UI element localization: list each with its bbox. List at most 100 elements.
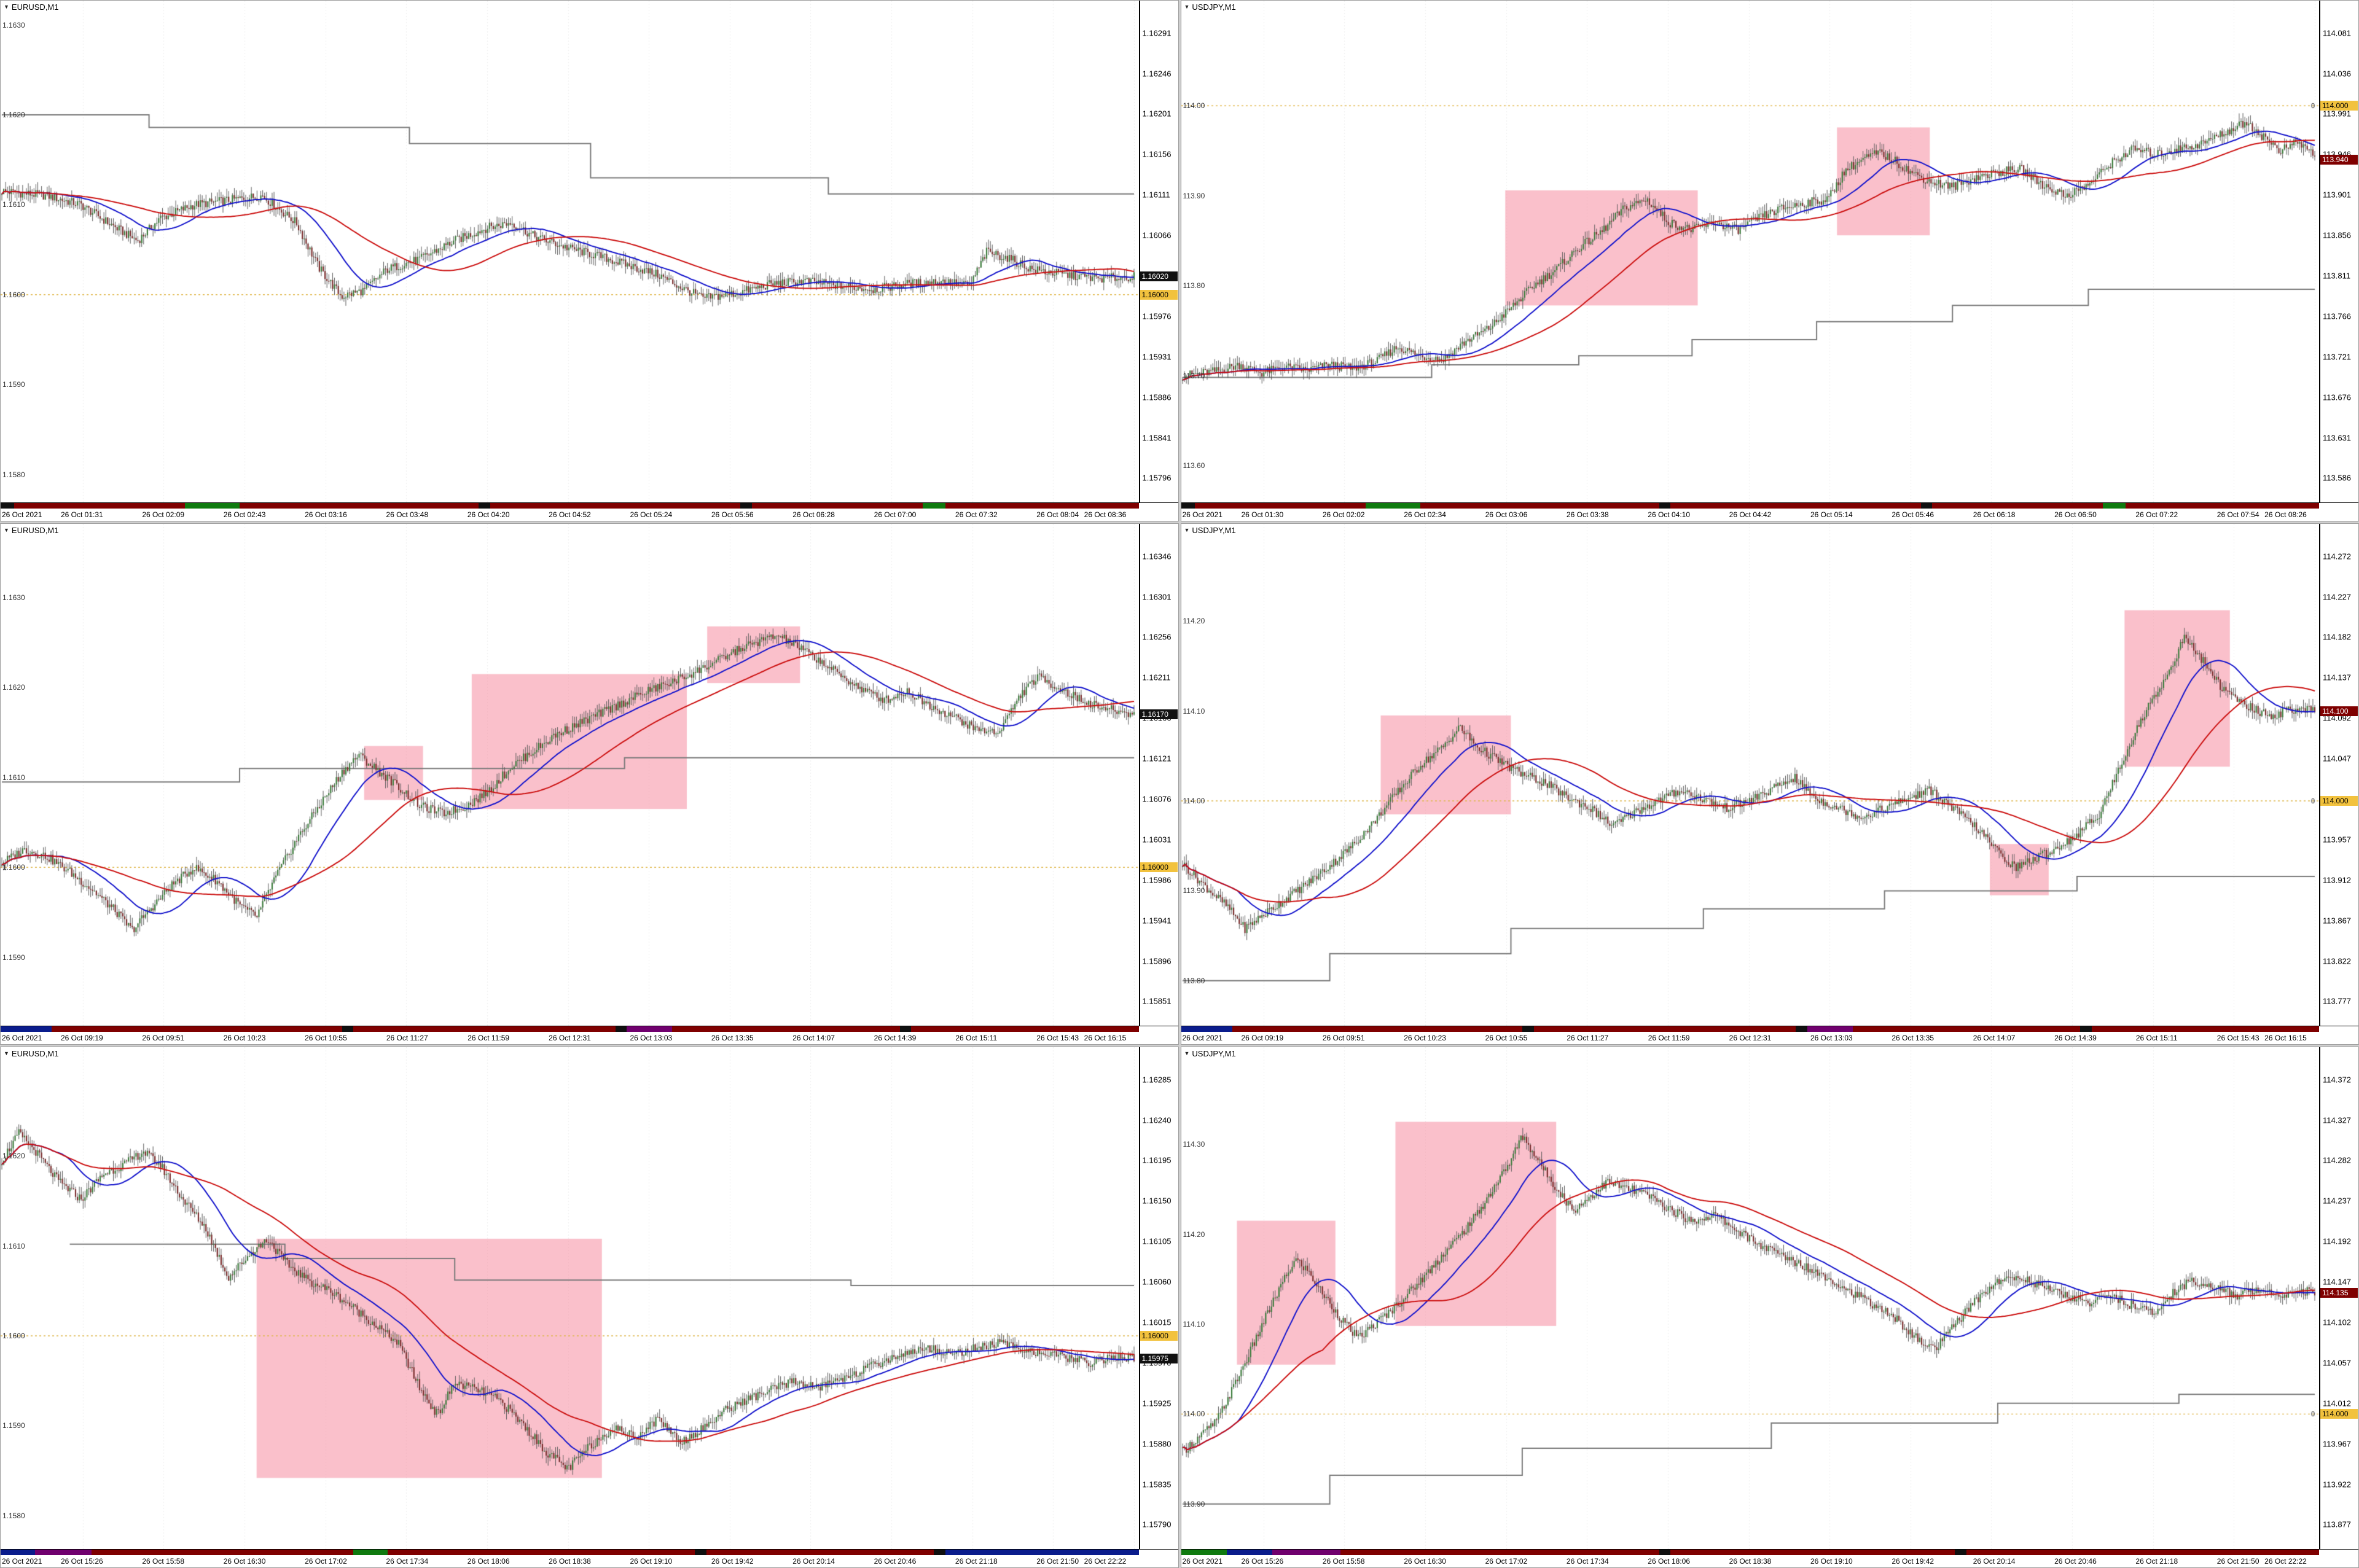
price-tick-label: 1.16285	[1142, 1075, 1172, 1085]
time-tick-label: 26 Oct 14:39	[874, 1034, 917, 1042]
current-price-tag: 1.16170	[1140, 709, 1178, 720]
price-tick-label: 1.16150	[1142, 1196, 1172, 1206]
dropdown-arrow-icon: ▼	[4, 527, 9, 533]
price-tick-label: 113.922	[2323, 1480, 2352, 1489]
candlestick-canvas[interactable]	[1, 524, 1139, 1026]
price-tick-label: 1.16201	[1142, 109, 1172, 119]
session-segment	[2091, 1026, 2320, 1032]
session-segment	[1533, 1026, 1796, 1032]
time-tick-label: 26 Oct 15:11	[2135, 1034, 2178, 1042]
session-segment	[1181, 1026, 1232, 1032]
session-strip	[1, 1026, 1139, 1032]
symbol-text: EURUSD,M1	[11, 526, 59, 535]
price-tick-label: 1.16211	[1142, 673, 1171, 682]
session-segment	[627, 1026, 673, 1032]
time-tick-label: 26 Oct 20:14	[1973, 1557, 2016, 1566]
session-strip-row	[1, 1026, 1178, 1032]
price-tick-label: 1.15880	[1142, 1439, 1172, 1449]
time-tick-label: 26 Oct 19:42	[711, 1557, 754, 1566]
session-segment	[34, 1550, 92, 1555]
time-tick-label: 26 Oct 01:30	[1241, 510, 1284, 519]
price-tick-label: 114.102	[2323, 1317, 2352, 1327]
time-tick-label: 26 Oct 05:24	[630, 510, 673, 519]
target-price-tag: 1.16000	[1140, 1330, 1178, 1341]
candlestick-canvas[interactable]	[1, 1, 1139, 502]
price-tick-label: 114.137	[2323, 673, 2352, 682]
target-price-tag: 114.000	[2320, 795, 2358, 806]
dropdown-arrow-icon: ▼	[1184, 1050, 1190, 1056]
symbol-label: ▼ EURUSD,M1	[4, 526, 59, 535]
time-axis: 26 Oct 2021 26 Oct 09:19 26 Oct 09:51 26 Oc…	[1181, 1032, 2358, 1044]
session-segment	[342, 1026, 354, 1032]
session-segment	[479, 503, 490, 509]
session-segment	[1, 1026, 52, 1032]
time-tick-label: 26 Oct 15:58	[142, 1557, 185, 1566]
time-tick-label: 26 Oct 18:38	[1729, 1557, 1772, 1566]
symbol-label: ▼ EURUSD,M1	[4, 1049, 59, 1058]
price-tick-label: 113.676	[2323, 392, 2352, 402]
time-axis: 26 Oct 2021 26 Oct 15:26 26 Oct 15:58 26 Oc…	[1181, 1555, 2358, 1567]
current-price-tag: 114.135	[2320, 1287, 2358, 1298]
time-tick-label: 26 Oct 10:23	[1404, 1034, 1446, 1042]
time-tick-label: 26 Oct 09:19	[60, 1034, 103, 1042]
price-tick-label: 1.16066	[1142, 230, 1172, 240]
chart-area: ▼ EURUSD,M1 1.1620 1.1610 1.1600 1.1590 1.1580…	[1, 1047, 1178, 1550]
time-tick-label: 26 Oct 18:38	[549, 1557, 591, 1566]
dropdown-arrow-icon: ▼	[1184, 4, 1190, 10]
time-tick-label: 26 Oct 07:00	[874, 510, 917, 519]
price-tick-label: 1.15835	[1142, 1480, 1172, 1489]
candlestick-canvas[interactable]	[1, 1047, 1139, 1549]
candlestick-canvas[interactable]	[1181, 1, 2320, 502]
time-tick-label: 26 Oct 13:03	[1810, 1034, 1853, 1042]
price-tick-label: 114.147	[2323, 1277, 2352, 1287]
session-strip-row	[1181, 1550, 2358, 1555]
price-tick-label: 1.16111	[1142, 190, 1170, 200]
price-tick-label: 1.16246	[1142, 69, 1172, 79]
candlestick-canvas[interactable]	[1181, 524, 2320, 1026]
symbol-text: USDJPY,M1	[1192, 1049, 1236, 1058]
time-tick-label: 26 Oct 05:46	[1892, 510, 1935, 519]
time-tick-label: 26 Oct 09:51	[142, 1034, 185, 1042]
time-tick-label: 26 Oct 03:06	[1485, 510, 1528, 519]
symbol-label: ▼ USDJPY,M1	[1184, 2, 1236, 12]
time-tick-label: 26 Oct 2021	[1182, 510, 1223, 519]
time-tick-label: 26 Oct 10:23	[223, 1034, 266, 1042]
session-segment	[695, 1550, 706, 1555]
session-segment	[672, 1026, 900, 1032]
session-segment	[1852, 1026, 2081, 1032]
price-tick-label: 1.16195	[1142, 1155, 1172, 1165]
price-tick-label: 1.15986	[1142, 875, 1172, 885]
time-tick-label: 26 Oct 15:11	[955, 1034, 998, 1042]
candlestick-canvas[interactable]	[1181, 1047, 2320, 1549]
price-tick-label: 114.372	[2323, 1075, 2352, 1085]
time-tick-label: 26 Oct 22:22	[2264, 1557, 2307, 1566]
chart-area: ▼ EURUSD,M1 1.1630 1.1620 1.1610 1.1600 1.1590…	[1, 524, 1178, 1026]
time-tick-label: 26 Oct 16:30	[223, 1557, 266, 1566]
time-tick-label: 26 Oct 21:50	[1036, 1557, 1079, 1566]
symbol-text: EURUSD,M1	[11, 1049, 59, 1058]
time-tick-label: 26 Oct 03:16	[305, 510, 347, 519]
chart-area: ▼ EURUSD,M1 1.1630 1.1620 1.1610 1.1600 1.1590…	[1, 1, 1178, 503]
session-segment	[490, 503, 741, 509]
price-tick-label: 114.192	[2323, 1236, 2352, 1246]
session-segment	[1, 503, 15, 509]
session-strip	[1, 503, 1139, 509]
time-tick-label: 26 Oct 01:31	[60, 510, 103, 519]
chart-panel: ▼ EURUSD,M1 1.1630 1.1620 1.1610 1.1600 1.1590…	[0, 523, 1179, 1045]
symbol-text: USDJPY,M1	[1192, 2, 1236, 12]
time-tick-label: 26 Oct 02:43	[223, 510, 266, 519]
time-tick-label: 26 Oct 04:10	[1648, 510, 1690, 519]
session-segment	[1232, 1026, 1523, 1032]
time-tick-label: 26 Oct 2021	[1182, 1034, 1223, 1042]
price-axis: 114.272 114.227 114.182 114.137 114.092 114.0…	[2320, 524, 2358, 1026]
time-tick-label: 26 Oct 10:55	[305, 1034, 347, 1042]
session-strip	[1, 1550, 1139, 1555]
price-tick-label: 1.16015	[1142, 1317, 1172, 1327]
price-tick-label: 113.822	[2323, 956, 2352, 966]
price-tick-label: 1.16346	[1142, 552, 1172, 561]
time-tick-label: 26 Oct 06:28	[792, 510, 835, 519]
time-tick-label: 26 Oct 17:34	[1566, 1557, 1609, 1566]
session-segment	[1659, 1550, 1671, 1555]
price-tick-label: 1.16076	[1142, 794, 1172, 804]
